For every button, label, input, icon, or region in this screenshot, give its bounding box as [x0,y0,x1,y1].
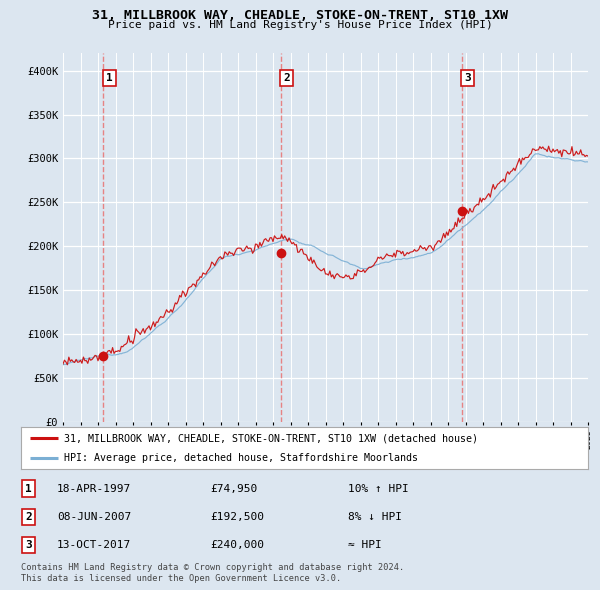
Text: £74,950: £74,950 [210,484,257,493]
Text: £240,000: £240,000 [210,540,264,550]
Text: ≈ HPI: ≈ HPI [348,540,382,550]
Text: Price paid vs. HM Land Registry's House Price Index (HPI): Price paid vs. HM Land Registry's House … [107,20,493,30]
Text: 2: 2 [283,73,290,83]
Text: 3: 3 [25,540,32,550]
Text: HPI: Average price, detached house, Staffordshire Moorlands: HPI: Average price, detached house, Staf… [64,453,418,463]
Text: 2: 2 [25,512,32,522]
Text: Contains HM Land Registry data © Crown copyright and database right 2024.: Contains HM Land Registry data © Crown c… [21,563,404,572]
Text: 8% ↓ HPI: 8% ↓ HPI [348,512,402,522]
Text: 31, MILLBROOK WAY, CHEADLE, STOKE-ON-TRENT, ST10 1XW (detached house): 31, MILLBROOK WAY, CHEADLE, STOKE-ON-TRE… [64,433,478,443]
Text: 08-JUN-2007: 08-JUN-2007 [57,512,131,522]
Text: This data is licensed under the Open Government Licence v3.0.: This data is licensed under the Open Gov… [21,574,341,583]
Text: 1: 1 [25,484,32,493]
Text: 18-APR-1997: 18-APR-1997 [57,484,131,493]
Text: 1: 1 [106,73,113,83]
Text: 3: 3 [464,73,471,83]
Text: 13-OCT-2017: 13-OCT-2017 [57,540,131,550]
Text: £192,500: £192,500 [210,512,264,522]
Text: 31, MILLBROOK WAY, CHEADLE, STOKE-ON-TRENT, ST10 1XW: 31, MILLBROOK WAY, CHEADLE, STOKE-ON-TRE… [92,9,508,22]
Text: 10% ↑ HPI: 10% ↑ HPI [348,484,409,493]
